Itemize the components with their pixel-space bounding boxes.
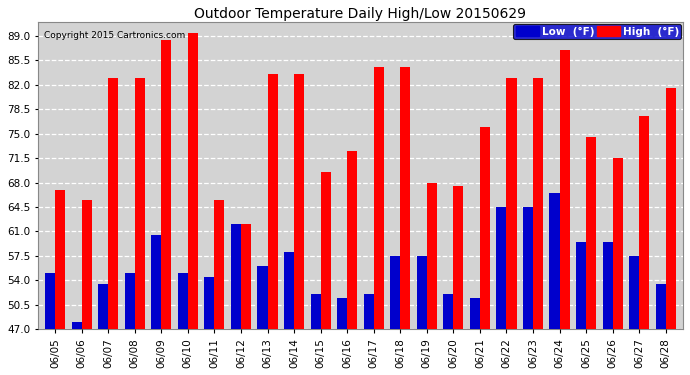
Bar bbox=[347, 151, 357, 329]
Bar bbox=[125, 273, 135, 329]
Bar bbox=[496, 207, 506, 329]
Bar bbox=[576, 242, 586, 329]
Bar bbox=[613, 158, 623, 329]
Bar bbox=[161, 39, 171, 329]
Bar bbox=[639, 116, 649, 329]
Bar bbox=[98, 284, 108, 329]
Bar bbox=[364, 294, 374, 329]
Bar bbox=[178, 273, 188, 329]
Bar bbox=[656, 284, 666, 329]
Bar bbox=[480, 127, 490, 329]
Bar bbox=[549, 193, 560, 329]
Bar bbox=[560, 50, 570, 329]
Bar bbox=[81, 200, 92, 329]
Bar bbox=[204, 277, 215, 329]
Bar bbox=[257, 266, 268, 329]
Bar bbox=[337, 298, 347, 329]
Text: Copyright 2015 Cartronics.com: Copyright 2015 Cartronics.com bbox=[44, 32, 186, 40]
Bar bbox=[390, 256, 400, 329]
Bar bbox=[453, 186, 464, 329]
Bar bbox=[294, 75, 304, 329]
Bar bbox=[284, 252, 294, 329]
Bar bbox=[443, 294, 453, 329]
Legend: Low  (°F), High  (°F): Low (°F), High (°F) bbox=[513, 24, 682, 39]
Bar bbox=[241, 225, 251, 329]
Bar bbox=[374, 68, 384, 329]
Bar bbox=[45, 273, 55, 329]
Title: Outdoor Temperature Daily High/Low 20150629: Outdoor Temperature Daily High/Low 20150… bbox=[195, 7, 526, 21]
Bar bbox=[310, 294, 321, 329]
Bar bbox=[629, 256, 639, 329]
Bar bbox=[151, 235, 161, 329]
Bar bbox=[470, 298, 480, 329]
Bar bbox=[417, 256, 427, 329]
Bar bbox=[427, 183, 437, 329]
Bar bbox=[321, 172, 331, 329]
Bar bbox=[586, 137, 596, 329]
Bar bbox=[506, 78, 517, 329]
Bar bbox=[215, 200, 224, 329]
Bar bbox=[268, 75, 277, 329]
Bar bbox=[135, 78, 145, 329]
Bar bbox=[188, 33, 198, 329]
Bar bbox=[231, 225, 241, 329]
Bar bbox=[72, 322, 81, 329]
Bar bbox=[533, 78, 543, 329]
Bar bbox=[523, 207, 533, 329]
Bar bbox=[55, 190, 65, 329]
Bar bbox=[108, 78, 118, 329]
Bar bbox=[666, 88, 676, 329]
Bar bbox=[400, 68, 411, 329]
Bar bbox=[602, 242, 613, 329]
